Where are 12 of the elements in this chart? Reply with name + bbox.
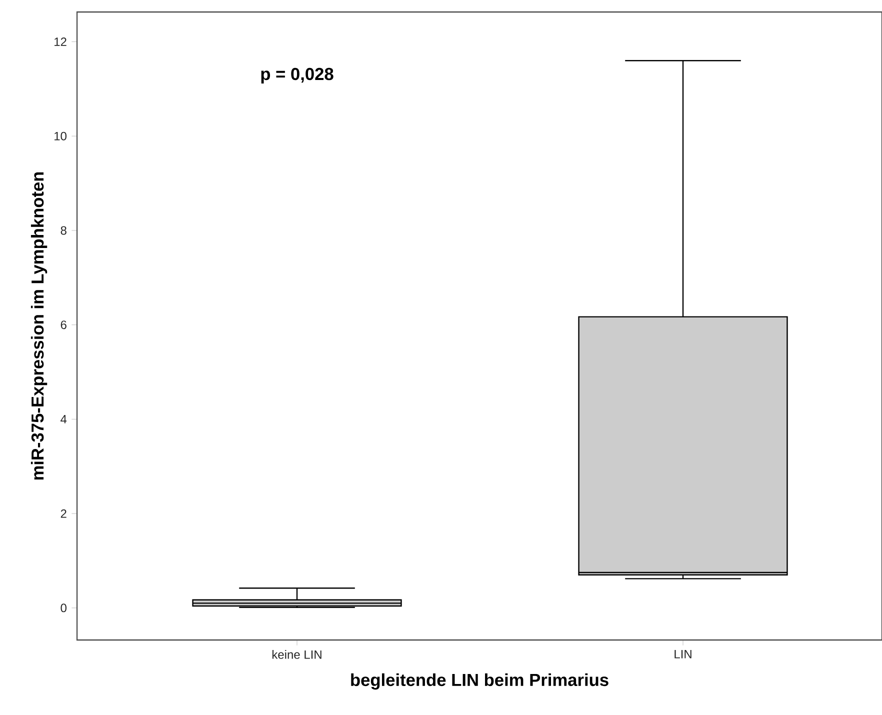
- y-axis-title: miR-375-Expression im Lymphknoten: [30, 172, 48, 480]
- x-axis-title: begleitende LIN beim Primarius: [351, 673, 608, 690]
- y-tick-label: 6: [60, 320, 66, 330]
- y-tick-label: 12: [54, 38, 66, 46]
- y-tick-label: 4: [60, 415, 67, 424]
- y-tick-label: 10: [54, 132, 66, 140]
- x-tick-label: LIN: [674, 650, 692, 658]
- y-tick-label: 2: [60, 509, 66, 518]
- y-tick-label: 0: [60, 604, 66, 612]
- y-tick-label: 8: [60, 226, 66, 235]
- annotation: p = 0,028: [261, 68, 334, 84]
- x-tick-label: keine LIN: [272, 650, 322, 659]
